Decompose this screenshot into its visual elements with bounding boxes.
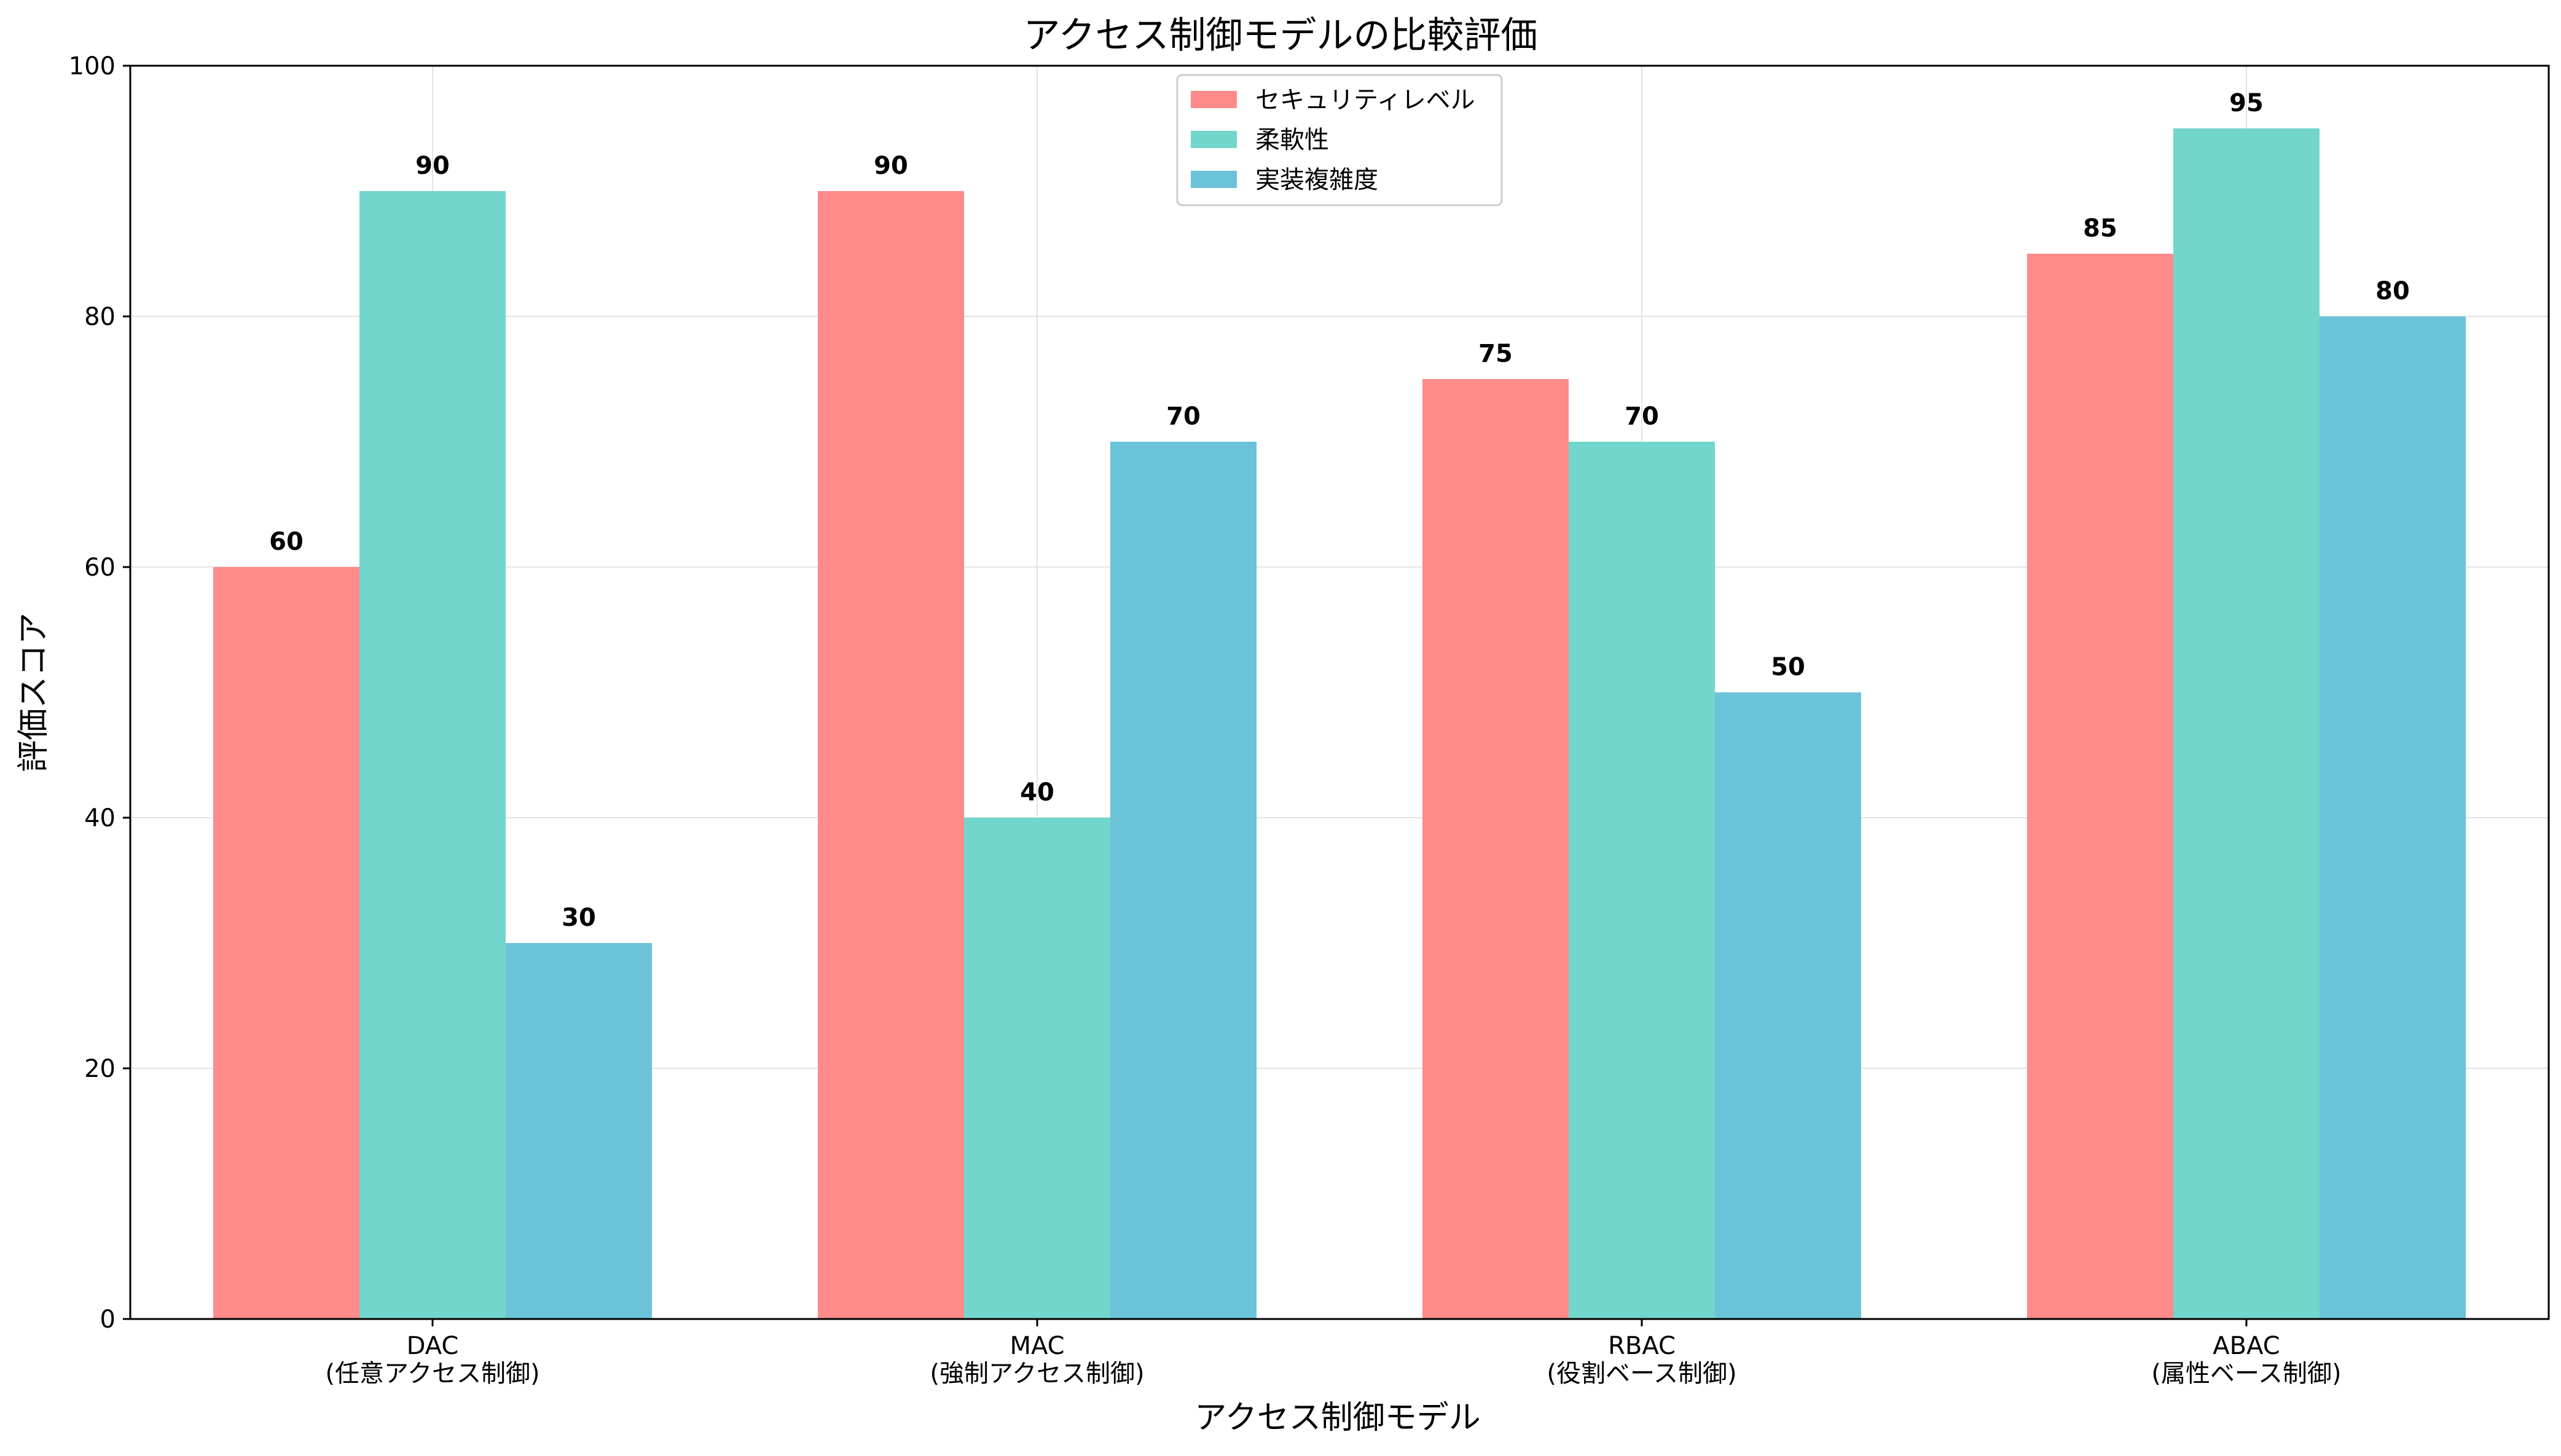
data-label: 85 (2083, 214, 2117, 243)
bar (1422, 379, 1569, 1319)
legend-swatch (1191, 131, 1237, 148)
bar (2173, 128, 2320, 1319)
legend-entry: 実装複雑度 (1255, 166, 1378, 194)
legend-frame (1176, 74, 1503, 206)
y-tick-label: 0 (100, 1305, 116, 1334)
bar (506, 943, 652, 1319)
x-tick-label: ABAC (2213, 1332, 2280, 1360)
x-tick-sublabel: (任意アクセス制御) (325, 1360, 539, 1388)
y-tick-label: 60 (84, 554, 116, 582)
x-axis-title: アクセス制御モデル (1194, 1399, 1480, 1436)
y-tick-label: 80 (84, 303, 116, 331)
bar (818, 191, 964, 1319)
data-label: 90 (415, 152, 450, 180)
legend-swatch (1191, 91, 1237, 108)
value-labels: 60 90 75 85 90 40 70 95 30 70 50 80 (269, 89, 2410, 932)
data-label: 95 (2229, 89, 2264, 117)
legend-entry: セキュリティレベル (1255, 86, 1475, 114)
y-tick-label: 20 (84, 1055, 116, 1083)
data-label: 80 (2375, 277, 2410, 305)
bar (1110, 442, 1257, 1319)
data-label: 70 (1625, 402, 1659, 431)
data-label: 30 (562, 904, 596, 932)
data-label: 90 (874, 152, 908, 180)
bar (1569, 442, 1715, 1319)
y-tick-label: 40 (84, 804, 116, 832)
x-tick-label: MAC (1010, 1332, 1064, 1360)
x-tick-sublabel: (強制アクセス制御) (930, 1360, 1144, 1388)
x-tick-sublabel: (属性ベース制御) (2151, 1360, 2341, 1388)
data-label: 70 (1166, 402, 1201, 431)
bar (2320, 316, 2466, 1319)
legend-swatch (1191, 171, 1237, 188)
plot-frame (129, 65, 2550, 1320)
x-tick-label: RBAC (1608, 1332, 1676, 1360)
bar (1715, 692, 1861, 1319)
chart-title: アクセス制御モデルの比較評価 (1024, 14, 1538, 57)
x-tick-sublabel: (役割ベース制御) (1547, 1360, 1736, 1388)
bar (213, 567, 359, 1319)
axis-ticks: 0 20 40 60 80 100 DAC(任意アクセス制御) MAC(強制アクセス制御) RB… (69, 52, 2342, 1388)
y-axis-title: 評価スコア (15, 613, 52, 772)
bar (964, 818, 1110, 1319)
bars (213, 128, 2466, 1319)
y-tick-label: 100 (69, 52, 116, 80)
x-tick-label: DAC (407, 1332, 459, 1360)
legend-entry: 柔軟性 (1255, 126, 1329, 154)
data-label: 60 (269, 528, 304, 556)
bar (2027, 254, 2173, 1319)
data-label: 40 (1020, 778, 1054, 807)
bar (359, 191, 506, 1319)
data-label: 50 (1771, 653, 1805, 681)
data-label: 75 (1478, 340, 1513, 368)
